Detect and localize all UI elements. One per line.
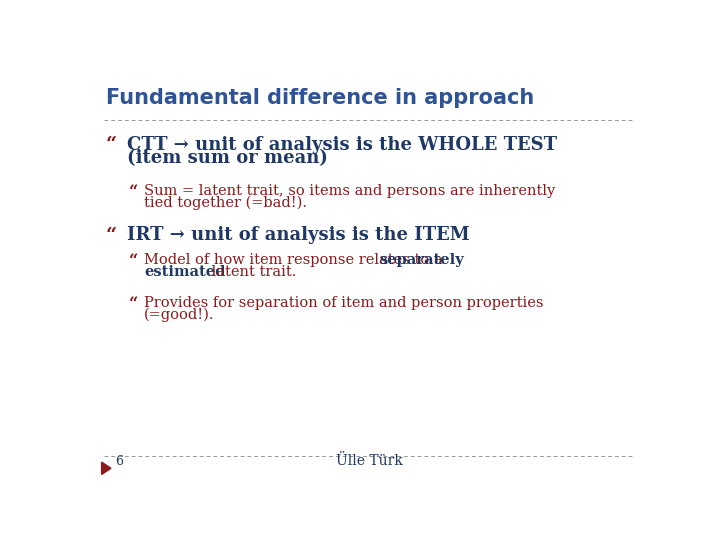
Text: Fundamental difference in approach: Fundamental difference in approach bbox=[106, 88, 534, 108]
Text: (item sum or mean): (item sum or mean) bbox=[127, 150, 328, 167]
Polygon shape bbox=[102, 462, 111, 475]
Text: Ülle Türk: Ülle Türk bbox=[336, 454, 402, 468]
Text: “: “ bbox=[129, 253, 138, 271]
Text: separately: separately bbox=[379, 253, 464, 267]
Text: “: “ bbox=[106, 226, 117, 245]
Text: 6: 6 bbox=[116, 455, 124, 468]
Text: latent trait.: latent trait. bbox=[207, 265, 297, 279]
Text: Sum = latent trait, so items and persons are inherently: Sum = latent trait, so items and persons… bbox=[144, 184, 556, 198]
Text: (=good!).: (=good!). bbox=[144, 307, 215, 322]
Text: Provides for separation of item and person properties: Provides for separation of item and pers… bbox=[144, 296, 544, 310]
Text: CTT → unit of analysis is the WHOLE TEST: CTT → unit of analysis is the WHOLE TEST bbox=[127, 136, 557, 154]
Text: IRT → unit of analysis is the ITEM: IRT → unit of analysis is the ITEM bbox=[127, 226, 470, 245]
Text: “: “ bbox=[129, 184, 138, 201]
Text: tied together (=bad!).: tied together (=bad!). bbox=[144, 195, 307, 210]
Text: estimated: estimated bbox=[144, 265, 225, 279]
Text: “: “ bbox=[129, 296, 138, 313]
Text: Model of how item response relates to a: Model of how item response relates to a bbox=[144, 253, 448, 267]
Text: “: “ bbox=[106, 136, 117, 154]
